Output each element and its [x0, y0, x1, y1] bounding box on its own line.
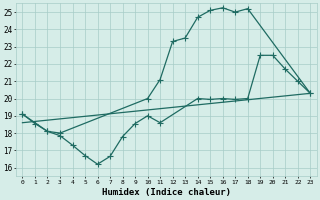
- X-axis label: Humidex (Indice chaleur): Humidex (Indice chaleur): [102, 188, 231, 197]
